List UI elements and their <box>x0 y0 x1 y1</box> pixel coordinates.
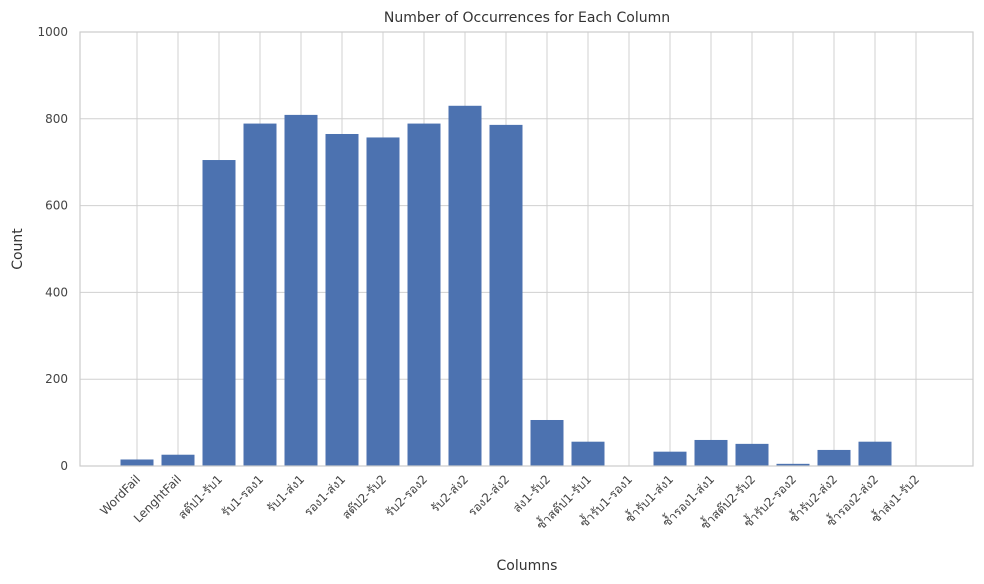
bar <box>858 441 892 466</box>
plot-area-frame <box>79 31 974 467</box>
y-tick-label: 200 <box>45 372 68 386</box>
x-axis-label: Columns <box>497 558 558 574</box>
bar <box>366 137 400 466</box>
bar <box>448 105 482 466</box>
bar <box>489 124 523 466</box>
x-tick-label: รับ1-รอง1 <box>219 472 267 520</box>
y-tick-label: 400 <box>45 285 68 299</box>
bar <box>653 451 687 466</box>
bar <box>284 114 318 467</box>
bars <box>120 105 892 467</box>
y-tick-labels: 0 200 400 600 800 1000 <box>37 25 68 473</box>
bar <box>735 443 769 466</box>
bar <box>120 459 154 466</box>
x-tick-label: รับ2-รอง2 <box>383 472 431 520</box>
bar <box>161 454 195 466</box>
y-axis-label: Count <box>10 228 26 270</box>
bar <box>776 463 810 466</box>
y-tick-label: 1000 <box>37 25 68 39</box>
x-tick-label: สต๊ป1-รับ1 <box>175 472 225 522</box>
bar <box>407 123 441 466</box>
bar <box>694 439 728 466</box>
y-tick-label: 600 <box>45 199 68 213</box>
bar <box>817 449 851 466</box>
bar <box>530 419 564 466</box>
bar <box>571 441 605 466</box>
x-tick-label: รอง2-ส่ง2 <box>465 472 512 519</box>
bar <box>325 133 359 467</box>
x-tick-label: สต๊ป2-รับ2 <box>339 472 389 522</box>
y-tick-label: 800 <box>45 112 68 126</box>
x-tick-labels: WordFailLenghtFailสต๊ป1-รับ1รับ1-รอง1รับ… <box>97 471 922 533</box>
bar <box>243 123 277 466</box>
bar <box>202 160 236 466</box>
y-tick-label: 0 <box>60 459 68 473</box>
chart-title: Number of Occurrences for Each Column <box>384 10 670 26</box>
